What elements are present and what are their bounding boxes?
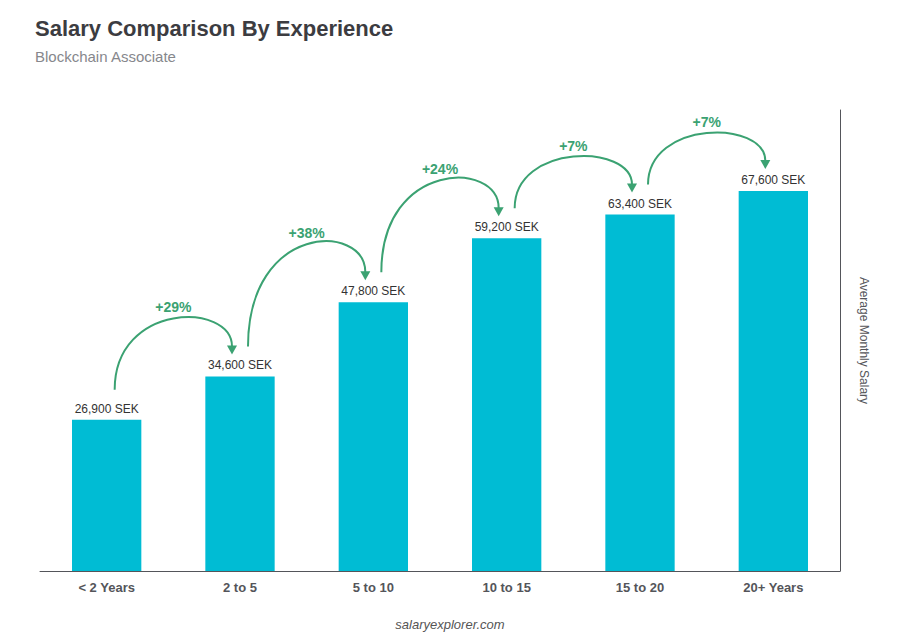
svg-text:63,400 SEK: 63,400 SEK xyxy=(608,197,672,211)
svg-text:< 2 Years: < 2 Years xyxy=(78,580,135,595)
svg-text:20+ Years: 20+ Years xyxy=(743,580,803,595)
svg-text:+7%: +7% xyxy=(559,138,588,154)
svg-text:2 to 5: 2 to 5 xyxy=(223,580,257,595)
svg-text:34,600 SEK: 34,600 SEK xyxy=(208,358,272,372)
svg-text:Blockchain Associate: Blockchain Associate xyxy=(35,48,176,65)
svg-text:+38%: +38% xyxy=(289,225,326,241)
svg-text:+7%: +7% xyxy=(692,114,721,130)
svg-text:10 to 15: 10 to 15 xyxy=(482,580,530,595)
svg-text:67,600 SEK: 67,600 SEK xyxy=(741,173,805,187)
svg-text:+29%: +29% xyxy=(155,299,192,315)
svg-text:47,800 SEK: 47,800 SEK xyxy=(341,284,405,298)
svg-text:26,900 SEK: 26,900 SEK xyxy=(75,402,139,416)
svg-text:59,200 SEK: 59,200 SEK xyxy=(475,220,539,234)
svg-text:5 to 10: 5 to 10 xyxy=(353,580,394,595)
svg-text:Salary Comparison By Experienc: Salary Comparison By Experience xyxy=(35,16,393,41)
svg-text:salaryexplorer.com: salaryexplorer.com xyxy=(395,617,505,632)
svg-text:15 to 20: 15 to 20 xyxy=(616,580,664,595)
svg-text:+24%: +24% xyxy=(422,161,459,177)
svg-text:Average Monthly Salary: Average Monthly Salary xyxy=(857,277,871,404)
